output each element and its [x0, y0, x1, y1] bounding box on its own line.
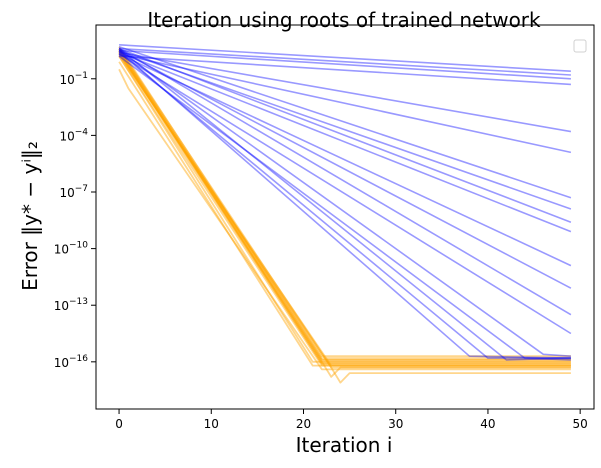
blue-series-13 [118, 53, 572, 335]
chart-title: Iteration using roots of trained network [147, 8, 541, 32]
legend-box [573, 39, 587, 53]
x-tick-label: 0 [115, 417, 123, 431]
orange-series-10 [118, 53, 571, 384]
x-tick-label: 50 [573, 417, 588, 431]
orange-series-12 [118, 68, 571, 371]
blue-series-11 [118, 49, 572, 289]
y-tick-label: 10−13 [54, 297, 88, 313]
blue-series-3 [119, 47, 571, 76]
y-tick-label: 10−1 [59, 71, 88, 87]
orange-series-0 [118, 46, 571, 360]
blue-series-14 [118, 49, 571, 359]
plot-lines [118, 44, 572, 384]
blue-series-1 [119, 49, 571, 80]
orange-series-5 [118, 50, 571, 358]
blue-series-15 [118, 51, 571, 359]
y-axis-label: Error ‖y* − yⁱ‖₂ [18, 141, 42, 291]
orange-series-9 [118, 50, 571, 365]
orange-series-1 [118, 48, 571, 361]
x-axis-label: Iteration i [296, 433, 393, 457]
x-tick-label: 20 [296, 417, 311, 431]
y-tick-label: 10−4 [59, 127, 88, 143]
y-tick-label: 10−7 [59, 184, 88, 200]
orange-series-13 [118, 61, 571, 367]
blue-series-0 [119, 44, 571, 72]
blue-series-4 [118, 51, 572, 133]
blue-series-10 [118, 53, 572, 267]
blue-series-7 [118, 49, 572, 210]
orange-series-7 [118, 48, 571, 369]
blue-series-16 [118, 47, 571, 361]
x-tick-label: 10 [204, 417, 219, 431]
orange-series-14 [118, 55, 571, 367]
blue-series-6 [118, 45, 572, 199]
orange-series-11 [118, 51, 571, 378]
orange-series-3 [118, 51, 571, 365]
blue-series-8 [118, 47, 572, 223]
plot-frame [95, 24, 595, 410]
y-tick-label: 10−10 [54, 241, 89, 257]
y-tick-label: 10−16 [54, 354, 89, 370]
ticks: 0 10 20 30 40 50 10−1 10−4 10−7 10−10 10−13 10−16 [54, 71, 588, 431]
x-tick-label: 40 [480, 417, 495, 431]
orange-series-6 [118, 55, 571, 363]
blue-series-17 [118, 55, 571, 361]
blue-series-5 [118, 53, 572, 154]
blue-series-18 [118, 49, 571, 357]
x-tick-label: 30 [388, 417, 403, 431]
blue-series-12 [118, 47, 572, 316]
orange-series-4 [118, 53, 571, 367]
blue-series-9 [118, 51, 572, 233]
orange-series-2 [118, 50, 571, 363]
orange-series-8 [118, 51, 571, 361]
blue-series-2 [119, 55, 571, 86]
